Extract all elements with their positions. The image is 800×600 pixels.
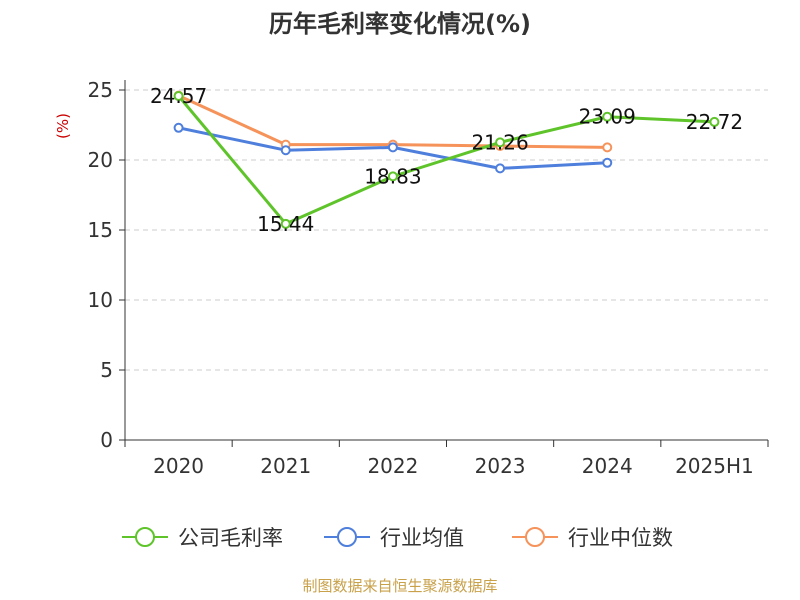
data-point[interactable] — [495, 137, 506, 148]
legend-label: 行业中位数 — [568, 526, 673, 550]
data-labels: 24.57 15.44 18.83 21.26 23.09 22.72 — [150, 84, 743, 236]
y-tick-label: 15 — [88, 218, 113, 242]
data-point[interactable] — [173, 91, 184, 102]
legend-label: 公司毛利率 — [178, 526, 283, 550]
y-tick-label: 0 — [100, 428, 113, 452]
data-point[interactable] — [602, 111, 613, 122]
gridlines — [125, 89, 768, 371]
data-label: 15.44 — [257, 212, 314, 236]
y-tick-label: 10 — [88, 288, 113, 312]
legend[interactable]: 公司毛利率 行业均值 行业中位数 — [122, 526, 673, 550]
chart-title: 历年毛利率变化情况(%) — [269, 10, 531, 38]
data-label: 18.83 — [364, 164, 421, 188]
data-point[interactable] — [495, 163, 506, 174]
data-point[interactable] — [280, 145, 291, 156]
series-layer — [173, 90, 720, 229]
legend-item[interactable]: 行业均值 — [324, 526, 464, 550]
source-note: 制图数据来自恒生聚源数据库 — [302, 577, 497, 595]
y-tick-label: 5 — [100, 358, 113, 382]
data-point[interactable] — [280, 218, 291, 229]
x-tick-label: 2025H1 — [675, 454, 754, 478]
y-tick-label: 25 — [88, 78, 113, 102]
data-label: 24.57 — [150, 84, 207, 108]
x-tick-label: 2023 — [475, 454, 526, 478]
y-tick-label: 20 — [88, 148, 113, 172]
x-tick-label: 2022 — [367, 454, 418, 478]
y-axis-label: (%) — [54, 113, 72, 139]
data-point[interactable] — [387, 142, 398, 153]
data-point[interactable] — [709, 116, 720, 127]
x-tick-label: 2020 — [153, 454, 204, 478]
legend-item[interactable]: 公司毛利率 — [122, 526, 283, 550]
legend-marker — [525, 527, 545, 547]
legend-item[interactable]: 行业中位数 — [512, 526, 673, 550]
legend-marker — [135, 527, 155, 547]
data-point[interactable] — [602, 142, 613, 153]
legend-marker — [337, 527, 357, 547]
data-label: 21.26 — [471, 130, 528, 154]
series-line — [177, 95, 715, 226]
x-tick-label: 2021 — [260, 454, 311, 478]
x-tick-label: 2024 — [582, 454, 633, 478]
axes: 0 5 10 15 20 25 2020 2021 2022 2023 2024 2025H1 — [88, 78, 769, 478]
legend-label: 行业均值 — [380, 526, 464, 550]
data-label: 23.09 — [579, 105, 636, 129]
data-label: 22.72 — [686, 110, 743, 134]
data-point[interactable] — [602, 157, 613, 168]
data-point[interactable] — [173, 122, 184, 133]
data-point[interactable] — [387, 171, 398, 182]
